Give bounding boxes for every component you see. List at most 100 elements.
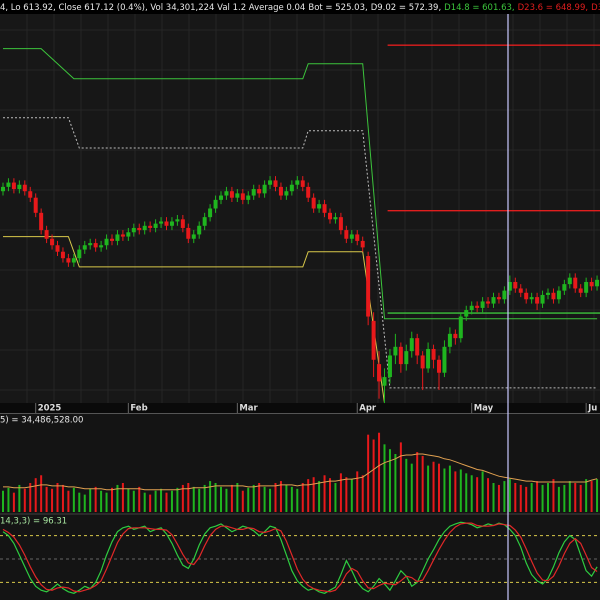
candle-body [219,195,223,200]
volume-bar [530,483,533,512]
candle-body [115,234,120,241]
volume-bar [181,484,184,512]
candle-body [93,243,98,248]
volume-bar [209,481,212,512]
level-label: D9.02 = 572.39, [371,3,441,13]
candle-body [344,230,349,239]
volume-bar [138,486,141,512]
volume-bar [34,478,37,512]
volume-bar [89,488,92,512]
volume-bar [132,490,135,512]
volume-bar [78,492,81,512]
volume-bar [40,475,43,512]
x-tick-label: 2025 [38,404,62,414]
candle-body [273,180,278,187]
volume-bar [438,463,440,512]
candle-body [208,208,213,218]
candle-body [437,359,441,373]
volume-bar [547,483,549,512]
volume-bar [290,486,293,512]
stochastic-panel [0,515,600,600]
volume-bar [263,486,266,512]
candle-body [409,338,414,352]
candle-body [513,281,518,289]
volume-bar [339,473,342,512]
candle-body [502,290,507,300]
candle-body [82,245,87,250]
volume-bar [372,439,375,512]
volume-bar [12,492,15,512]
volume-bar [165,492,168,512]
candle-body [240,193,245,200]
volume-bar [503,481,506,512]
volume-bar [56,483,59,512]
volume-bar [514,483,517,512]
candle-body [175,219,180,222]
candle-body [306,186,311,198]
candle-body [431,348,436,360]
candle-body [551,292,556,300]
candle-body [284,191,289,196]
level-label: D38.2 = 725.59, [591,3,600,13]
volume-bar [236,483,239,512]
candle-body [442,346,447,373]
volume-bar [492,483,495,512]
volume-bar [388,449,391,512]
volume-bar [100,490,103,512]
volume-bar [23,488,26,512]
volume-bar [252,484,255,512]
volume-bar [29,483,32,512]
candle-body [164,221,169,226]
volume-bar [2,490,4,512]
level-label: Bot = 525.03, [308,3,367,13]
volume-bar [508,479,511,512]
volume-bar [274,483,277,512]
volume-bar [356,471,359,512]
candle-body [464,310,469,317]
volume-bar [307,479,310,512]
volume-bar [399,442,402,512]
candle-body [257,189,262,194]
candle-body [475,305,480,308]
band-line [3,48,598,320]
price-panel [0,14,600,403]
candle-body [404,351,409,365]
candle-body [300,180,305,187]
candle-body [153,223,158,228]
candle-body [50,238,55,246]
candle-body [289,184,294,192]
volume-bar [334,483,337,512]
volume-bar [476,477,479,512]
volume-bar [563,484,566,512]
candle-body [148,225,153,228]
stochastic-line [2,521,598,594]
candle-body [131,227,136,233]
candle-body [278,186,283,196]
x-tick-label: Feb [130,404,147,414]
volume-bar [67,490,70,512]
candle-body [11,182,16,190]
candle-body [246,195,251,200]
volume-bar [383,444,386,512]
volume-bar [105,492,108,512]
volume-bar [470,475,473,512]
volume-bar [519,484,522,512]
candle-body [88,243,93,246]
volume-bar [590,481,593,512]
volume-bar [220,486,222,512]
volume-bar [568,481,571,512]
volume-label: 5) = 34,486,528.00 [0,416,83,426]
candle-body [169,221,174,226]
x-tick-label: May [474,404,494,414]
volume-bar [192,486,195,512]
volume-bar [585,479,588,512]
candle-body [453,333,458,339]
candle-body [371,320,376,360]
candle-body [573,277,578,289]
x-tick-label: Mar [239,404,258,414]
candle-body [110,238,114,241]
volume-bar [525,486,528,512]
candle-body [104,238,109,246]
candle-body [338,217,343,231]
volume-bar [361,475,364,512]
